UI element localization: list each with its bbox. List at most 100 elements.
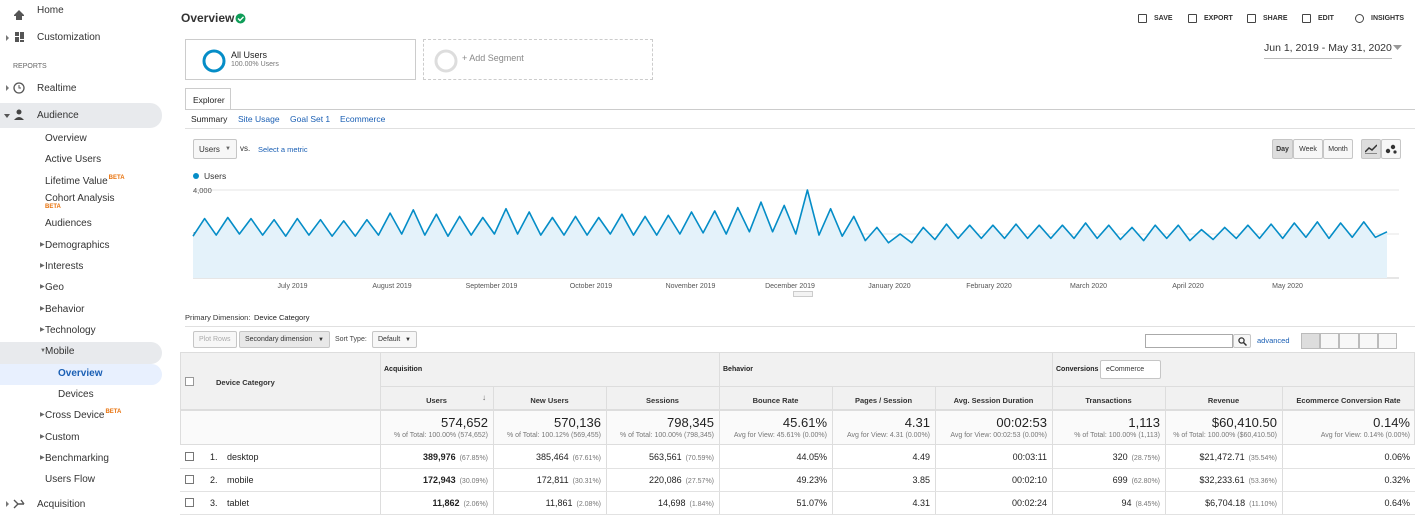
x-tick-label: May 2020 [1272, 283, 1303, 290]
x-tick-label: October 2019 [570, 283, 613, 290]
expand-arrow: ▶ [40, 327, 45, 333]
cell-value: $32,233.61 [1199, 475, 1245, 485]
sort-select[interactable]: Default ▼ [372, 331, 417, 348]
sub-tab[interactable]: Summary [191, 114, 228, 124]
view-compare[interactable] [1358, 333, 1378, 349]
icon [1385, 144, 1397, 154]
plot-rows-button[interactable]: Plot Rows [193, 331, 237, 348]
total-detail: % of Total: 100.00% ($60,410.50) [1173, 432, 1277, 439]
row-checkbox[interactable] [185, 475, 194, 484]
column-header[interactable]: Ecommerce Conversion Rate [1296, 396, 1401, 405]
column-header[interactable]: Users [426, 396, 447, 405]
sub-tab[interactable]: Ecommerce [340, 114, 386, 124]
interval-button[interactable]: Week [1293, 139, 1323, 159]
column-header[interactable]: Transactions [1085, 396, 1132, 405]
cell-value: 389,976 [423, 452, 456, 462]
view-table[interactable] [1301, 333, 1321, 349]
cell-border [832, 386, 833, 514]
nav-subitem[interactable]: Devices [58, 389, 94, 400]
column-header[interactable]: Avg. Session Duration [953, 396, 1034, 405]
cell-border [380, 352, 381, 514]
secondary-dimension[interactable]: Secondary dimension ▼ [239, 331, 330, 348]
action-button[interactable]: EDIT [1318, 15, 1334, 22]
interval-button[interactable]: Month [1323, 139, 1353, 159]
row-checkbox[interactable] [185, 452, 194, 461]
row-dimension[interactable]: desktop [227, 452, 259, 462]
segment-card[interactable]: All Users 100.00% Users [185, 39, 416, 80]
total-detail: % of Total: 100.00% (574,652) [393, 432, 488, 439]
nav-item[interactable]: Audience [37, 110, 79, 121]
nav-item[interactable]: Home [37, 5, 64, 16]
column-header[interactable]: Sessions [646, 396, 679, 405]
nav-subitem[interactable]: Overview [58, 368, 103, 379]
sub-tab[interactable]: Site Usage [238, 114, 280, 124]
metric-select[interactable]: Users ▼ [193, 139, 237, 159]
nav-item[interactable]: Interests [45, 261, 84, 272]
nav-item[interactable]: Acquisition [37, 499, 86, 510]
action-button[interactable]: INSIGHTS [1371, 15, 1405, 22]
search-input[interactable] [1145, 334, 1233, 348]
nav-item[interactable]: Cross Device [45, 410, 105, 421]
chart-type-line[interactable] [1361, 139, 1381, 159]
nav-item[interactable]: Geo [45, 282, 64, 293]
nav-item[interactable]: Demographics [45, 240, 110, 251]
cell-percent: (67.85%) [459, 455, 488, 462]
chart-resize[interactable] [793, 291, 813, 297]
nav-item[interactable]: Mobile [45, 346, 75, 357]
view-pivot[interactable] [1377, 333, 1398, 349]
cell-border [719, 352, 720, 514]
nav-item[interactable]: Technology [45, 325, 96, 336]
search-button[interactable] [1233, 334, 1251, 348]
nav-item[interactable]: Realtime [37, 83, 77, 94]
dropdown-arrow [1393, 45, 1402, 50]
sub-tab[interactable]: Goal Set 1 [290, 114, 331, 124]
view-bar[interactable] [1339, 333, 1359, 349]
advanced-link[interactable]: advanced [1257, 336, 1290, 345]
nav-item[interactable]: Cohort Analysis [45, 193, 115, 204]
tab[interactable]: Explorer [185, 88, 231, 110]
primary-dimension-label: Primary Dimension: [185, 313, 251, 322]
caret: ▼ [318, 336, 324, 343]
column-header[interactable]: Revenue [1207, 396, 1240, 405]
dimension-header: Device Category [216, 378, 275, 387]
nav-item[interactable]: Users Flow [45, 474, 96, 485]
total-detail: Avg for View: 45.61% (0.00%) [733, 432, 827, 439]
nav-item[interactable]: Custom [45, 432, 80, 443]
nav-item[interactable]: Active Users [45, 154, 102, 165]
icon [1237, 336, 1247, 346]
cell-percent: (30.09%) [459, 478, 488, 485]
action-button[interactable]: SHARE [1263, 15, 1288, 22]
nav-item[interactable]: Overview [45, 133, 87, 144]
verified-icon [235, 13, 246, 24]
nav-item[interactable]: Behavior [45, 304, 85, 315]
nav-item[interactable]: Benchmarking [45, 453, 109, 464]
nav-item[interactable]: Lifetime Value [45, 176, 108, 187]
chart-type-motion[interactable] [1381, 139, 1401, 159]
cell-value: 11,862 [432, 498, 460, 508]
interval-button[interactable]: Day [1272, 139, 1293, 159]
row-dimension[interactable]: mobile [227, 475, 254, 485]
nav-item[interactable]: Customization [37, 32, 101, 43]
cell-percent: (67.61%) [572, 455, 601, 462]
cell-value: 220,086 [649, 475, 682, 485]
metric-label: Users [199, 144, 220, 154]
action-button[interactable]: SAVE [1154, 15, 1173, 22]
expand-arrow: ▶ [40, 284, 45, 290]
row-dimension[interactable]: tablet [227, 498, 250, 508]
column-header[interactable]: Bounce Rate [752, 396, 799, 405]
cell-percent: (53.36%) [1248, 478, 1277, 485]
total-value: 798,345 [667, 415, 714, 430]
add-segment[interactable]: + Add Segment [423, 39, 653, 80]
view-pie[interactable] [1320, 333, 1340, 349]
column-header[interactable]: Pages / Session [854, 396, 913, 405]
action-button[interactable]: EXPORT [1204, 15, 1233, 22]
date-range[interactable]: Jun 1, 2019 - May 31, 2020 [1264, 43, 1392, 59]
nav-item[interactable]: Audiences [45, 218, 92, 229]
conversions-select[interactable]: eCommerce [1100, 360, 1161, 379]
cell-percent: (8.45%) [1135, 501, 1160, 508]
row-checkbox[interactable] [185, 498, 194, 507]
header-checkbox[interactable] [185, 377, 194, 386]
column-header[interactable]: New Users [530, 396, 569, 405]
total-value: 00:02:53 [996, 415, 1047, 430]
select-metric[interactable]: Select a metric [258, 145, 308, 154]
